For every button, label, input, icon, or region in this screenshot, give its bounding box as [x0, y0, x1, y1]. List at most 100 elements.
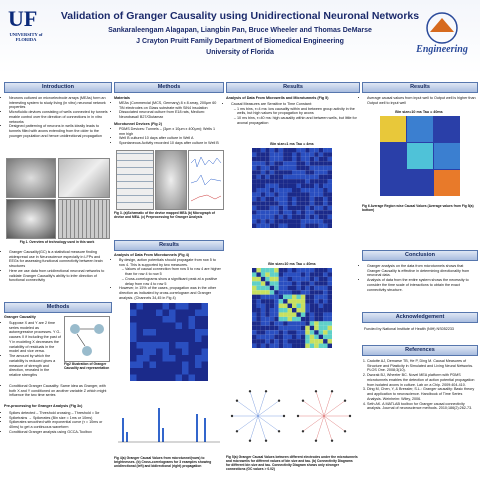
cell [292, 325, 297, 331]
cell [260, 161, 266, 166]
cell [201, 342, 208, 349]
cell [314, 343, 319, 348]
cell [188, 348, 195, 355]
cell [156, 374, 163, 381]
cell [305, 210, 310, 215]
cell [318, 152, 324, 157]
cell [300, 161, 306, 166]
cell [252, 214, 257, 220]
cell [143, 316, 150, 323]
cell [265, 192, 270, 197]
cell [136, 322, 143, 329]
cell [182, 316, 189, 323]
cell [314, 276, 319, 282]
cell [278, 205, 284, 211]
cell [309, 196, 315, 202]
cell [201, 322, 208, 329]
cell [309, 192, 315, 197]
cell [318, 219, 324, 224]
cell [296, 165, 301, 171]
cell [269, 223, 275, 228]
cell [305, 156, 310, 162]
cell [278, 223, 284, 228]
cell [300, 339, 306, 344]
cell [318, 170, 324, 175]
cell [287, 321, 292, 326]
cell [292, 183, 297, 188]
cell [156, 342, 163, 349]
cell [269, 312, 275, 317]
cell [201, 374, 208, 381]
cell [309, 339, 315, 344]
cell [287, 316, 292, 322]
cell [269, 281, 275, 286]
cell [274, 330, 279, 335]
cell [175, 335, 182, 342]
cell [296, 330, 301, 335]
cell [309, 183, 315, 188]
cell [260, 148, 266, 153]
cell [318, 299, 324, 304]
cell [318, 156, 324, 162]
cell [260, 219, 266, 224]
cell [256, 272, 261, 277]
cell [188, 309, 195, 316]
cell [314, 156, 319, 162]
cell [260, 303, 266, 308]
cell [149, 329, 156, 336]
cell [318, 196, 324, 202]
cell [296, 170, 301, 175]
cell [260, 188, 266, 193]
cell [269, 330, 275, 335]
cell [309, 343, 315, 348]
cell [278, 165, 284, 171]
sub-bullet: Values of causal connection from row 5 t… [125, 267, 222, 276]
cell [156, 322, 163, 329]
cell [252, 290, 257, 295]
cell [305, 312, 310, 317]
cell [283, 343, 288, 348]
cell [323, 285, 328, 291]
cell [278, 219, 284, 224]
section-title: References [362, 345, 478, 356]
cell [318, 268, 324, 273]
cell [314, 214, 319, 220]
cell [260, 196, 266, 202]
cell [296, 223, 301, 228]
cell [274, 183, 279, 188]
cell [287, 183, 292, 188]
cell [252, 303, 257, 308]
cell [283, 192, 288, 197]
cell [156, 361, 163, 368]
bullet: Microfluidic devices consisting of wells… [9, 110, 110, 124]
cell [302, 415, 325, 432]
cell [256, 321, 261, 326]
cell [265, 290, 270, 295]
cell [300, 148, 306, 153]
cell [314, 308, 319, 313]
cell [260, 268, 266, 273]
cell [265, 312, 270, 317]
cell [296, 179, 301, 184]
cell [265, 201, 270, 206]
cell [287, 188, 292, 193]
cell [309, 201, 315, 206]
cell [283, 303, 288, 308]
bullet: Conditional Granger analysis using GCCA-… [9, 430, 110, 435]
section-title: Results [114, 240, 224, 251]
cell [323, 192, 328, 197]
cell [287, 152, 292, 157]
cell [248, 390, 252, 393]
cell [300, 330, 306, 335]
cell [327, 174, 332, 180]
cell [274, 192, 279, 197]
cell [252, 179, 257, 184]
cell [252, 281, 257, 286]
cell [300, 223, 306, 228]
cell [256, 316, 261, 322]
cell [309, 334, 315, 340]
cell [274, 308, 279, 313]
cell [318, 312, 324, 317]
cell [283, 268, 288, 273]
region-matrix [380, 116, 460, 196]
